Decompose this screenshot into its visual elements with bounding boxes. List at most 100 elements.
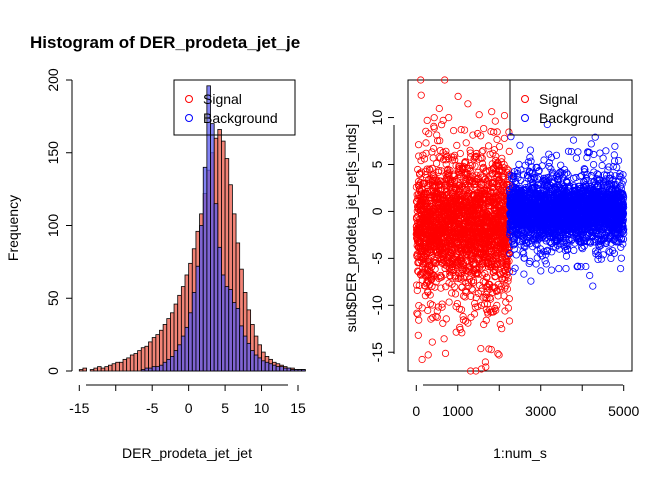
histogram-bar-background	[191, 292, 197, 372]
scatter-point-background	[581, 165, 589, 174]
scatter-point-signal	[475, 281, 484, 289]
scatter-point-signal	[505, 257, 513, 265]
histogram-bar-background	[177, 344, 182, 372]
scatter-point-signal	[466, 153, 475, 161]
scatter-point-signal	[479, 147, 487, 155]
scatter-point-signal	[477, 344, 485, 353]
histogram-y-tick-label: 150	[45, 141, 61, 165]
scatter-point-signal	[423, 116, 431, 125]
scatter-point-signal	[443, 152, 451, 161]
histogram-bar-background	[246, 342, 252, 372]
scatter-point-signal	[426, 300, 434, 308]
scatter-point-signal	[430, 124, 438, 132]
histogram-bar-background	[264, 361, 270, 372]
scatter-point-signal	[462, 139, 470, 147]
scatter-point-signal	[446, 166, 454, 174]
scatter-point-signal	[469, 286, 477, 294]
histogram-bar-background	[283, 367, 288, 372]
scatter-point-signal	[446, 227, 454, 235]
histogram-bar-signal	[118, 361, 124, 372]
scatter-point-background	[562, 264, 570, 273]
histogram-bar-background	[301, 369, 306, 372]
scatter-point-signal	[454, 92, 462, 101]
histogram-bar-background	[250, 350, 255, 372]
scatter-point-background	[569, 136, 578, 144]
scatter-point-background	[534, 236, 542, 244]
scatter-point-signal	[474, 303, 482, 311]
scatter-point-signal	[449, 127, 458, 135]
histogram-bar-background	[213, 203, 219, 372]
scatter-point-signal	[433, 137, 442, 145]
scatter-point-signal	[414, 165, 422, 174]
histogram-bar-background	[180, 335, 186, 372]
histogram-bar-background	[188, 312, 193, 372]
histogram-bar-background	[272, 364, 277, 372]
scatter-point-signal	[429, 144, 438, 153]
scatter-point-background	[546, 238, 554, 246]
scatter-point-background	[537, 267, 545, 275]
scatter-point-signal	[435, 166, 443, 175]
scatter-point-signal	[436, 137, 444, 145]
scatter-point-signal	[493, 128, 501, 136]
scatter-point-background	[602, 147, 610, 155]
scatter-point-signal	[493, 301, 501, 309]
scatter-point-background	[605, 163, 613, 171]
scatter-point-signal	[421, 171, 429, 179]
scatter-point-signal	[505, 268, 513, 276]
scatter-point-signal	[470, 310, 479, 318]
scatter-point-signal	[441, 270, 450, 278]
scatter-point-signal	[476, 171, 485, 179]
scatter-point-background	[589, 161, 598, 169]
scatter-point-background	[520, 270, 528, 278]
scatter-point-background	[512, 251, 520, 259]
scatter-point-signal	[498, 325, 506, 333]
scatter-point-signal	[423, 165, 431, 173]
histogram-bar-background	[148, 367, 153, 372]
histogram-bar-background	[268, 363, 273, 372]
scatter-point-background	[517, 166, 525, 174]
scatter-point-signal	[420, 155, 429, 163]
histogram-y-tick-label: 50	[45, 290, 61, 306]
scatter-point-signal	[467, 176, 475, 184]
histogram-x-tick-label: 10	[254, 400, 270, 416]
scatter-point-signal	[492, 306, 500, 314]
scatter-point-background	[580, 165, 588, 173]
scatter-point-signal	[473, 269, 481, 277]
histogram-bar-background	[199, 225, 204, 372]
scatter-point-signal	[469, 278, 478, 286]
scatter-point-background	[564, 147, 573, 155]
histogram-bar-background	[228, 289, 233, 372]
scatter-point-signal	[414, 310, 422, 318]
scatter-point-background	[562, 252, 571, 260]
scatter-point-background	[598, 161, 606, 170]
scatter-point-background	[596, 149, 604, 157]
scatter-point-background	[578, 245, 587, 253]
histogram-bar-background	[166, 358, 171, 372]
histogram-bar-signal	[89, 369, 95, 372]
scatter-point-signal	[494, 350, 502, 358]
scatter-point-background	[534, 167, 543, 175]
histogram-bar-background	[253, 354, 259, 372]
histogram-background-bars	[140, 85, 306, 372]
scatter-point-signal	[472, 293, 480, 302]
scatter-point-signal	[492, 161, 500, 169]
scatter-point-background	[545, 162, 553, 171]
scatter-point-signal	[466, 146, 474, 154]
scatter-point-signal	[433, 313, 441, 321]
scatter-point-background	[576, 173, 584, 181]
scatter-point-background	[549, 168, 557, 176]
scatter-point-signal	[424, 306, 432, 315]
scatter-point-signal	[499, 175, 507, 183]
scatter-point-signal	[471, 162, 479, 170]
scatter-point-signal	[459, 312, 467, 321]
scatter-point-signal	[481, 269, 489, 278]
scatter-point-signal	[440, 335, 448, 343]
histogram-bar-background	[184, 326, 190, 372]
scatter-point-signal	[425, 165, 433, 173]
scatter-point-signal	[500, 112, 509, 120]
scatter-point-signal	[483, 273, 491, 281]
scatter-point-signal	[488, 165, 496, 173]
scatter-point-signal	[488, 108, 496, 116]
histogram-bar-background	[195, 265, 200, 372]
